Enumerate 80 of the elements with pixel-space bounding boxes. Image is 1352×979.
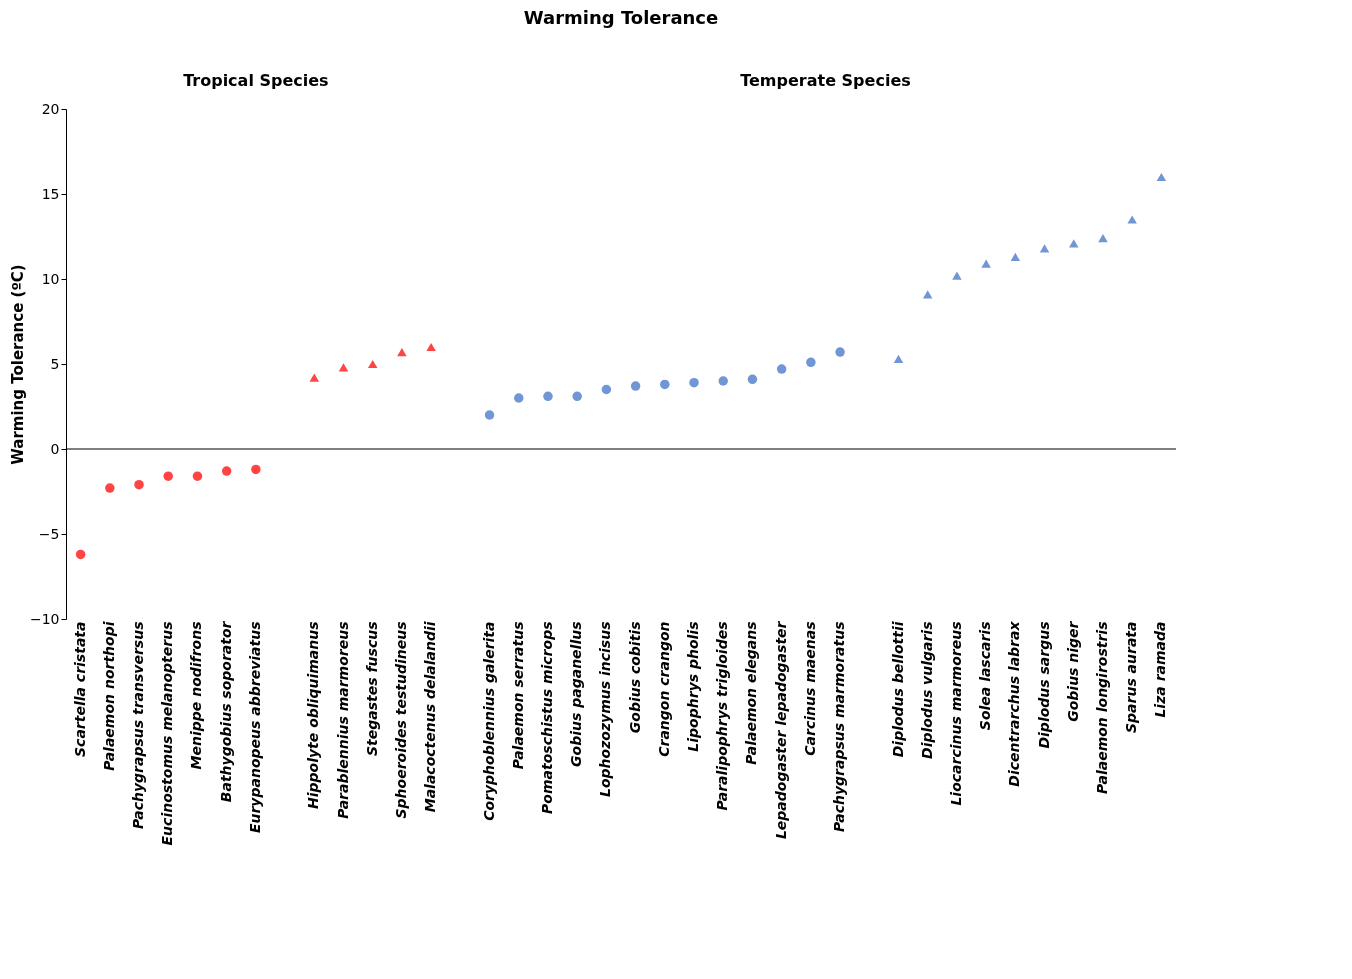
x-tick-label: Pachygrapsus transversus: [130, 621, 147, 830]
point: [543, 391, 553, 402]
point: [426, 342, 436, 352]
x-tick-label: Palaemon longirostris: [1093, 621, 1110, 794]
y-tick-label: −5: [38, 525, 60, 542]
x-tick-label: Dicentrarchus labrax: [1006, 620, 1023, 787]
point: [893, 354, 904, 364]
point: [1156, 172, 1167, 182]
point: [922, 290, 933, 299]
point: [397, 347, 407, 357]
y-axis-title: Warming Tolerance (ºC): [8, 264, 27, 465]
x-tick-label: Eurypanopeus abbreviatus: [246, 621, 263, 834]
x-tick-label: Menippe nodifrons: [188, 621, 205, 770]
x-tick-label: Gobius niger: [1064, 620, 1081, 722]
point: [163, 471, 173, 481]
point: [572, 391, 582, 402]
x-tick-label: Carcinus maenas: [801, 621, 818, 756]
point: [601, 384, 612, 395]
x-tick-label: Paralipophrys trigloides: [714, 621, 731, 811]
x-tick-label: Bathygobius soporator: [217, 620, 234, 803]
x-tick-label: Eucinostomus melanopterus: [159, 621, 176, 846]
x-tick-label: Diplodus sargus: [1035, 621, 1052, 749]
point: [630, 381, 641, 391]
point: [309, 373, 320, 382]
x-tick-label: Liza ramada: [1152, 621, 1169, 718]
point: [105, 483, 115, 493]
point: [221, 466, 232, 476]
point: [718, 376, 728, 386]
x-tick-label: Pomatoschistus microps: [538, 621, 555, 814]
point: [981, 259, 991, 268]
x-tick-label: Palaemon elegans: [743, 621, 760, 765]
x-tick-label: Palaemon serratus: [509, 621, 526, 770]
point: [835, 347, 845, 357]
x-tick-label: Coryphoblennius galerita: [480, 621, 497, 821]
point: [689, 377, 699, 388]
y-tick-label: 20: [41, 100, 60, 117]
y-tick-label: 15: [41, 185, 60, 202]
x-tick-label: Crangon crangon: [655, 621, 672, 757]
x-tick-label: Lepadogaster lepadogaster: [772, 620, 789, 840]
point: [952, 271, 962, 280]
x-tick-label: Gobius paganellus: [568, 621, 585, 767]
point: [806, 357, 816, 368]
x-tick-label: Liocarcinus marmoreus: [947, 621, 964, 806]
y-tick-label: 5: [50, 355, 60, 372]
text: Temperate Species: [740, 71, 911, 90]
point: [251, 464, 261, 475]
x-tick-label: Hippolyte obliquimanus: [305, 621, 322, 809]
x-tick-label: Pachygrapsus marmoratus: [831, 621, 848, 833]
x-tick-label: Malacoctenus delalandii: [422, 621, 439, 813]
x-tick-label: Lophozozymus incisus: [597, 621, 614, 797]
point: [338, 363, 349, 372]
x-tick-label: Gobius cobitis: [626, 621, 643, 734]
y-tick-label: −10: [29, 610, 60, 627]
y-tick-label: 0: [50, 440, 60, 457]
point: [776, 364, 787, 374]
point: [514, 393, 524, 403]
x-tick-label: Sphoeroides testudineus: [392, 621, 409, 819]
point: [1127, 215, 1137, 224]
point: [747, 374, 758, 385]
x-tick-label: Lipophrys pholis: [685, 621, 702, 752]
x-tick-label: Palaemon northopi: [100, 621, 117, 771]
x-tick-label: Diplodus vulgaris: [918, 621, 935, 759]
x-tick-label: Scartella cristata: [71, 621, 88, 757]
point: [660, 379, 670, 390]
chart-title: Warming Tolerance: [523, 7, 719, 28]
x-tick-label: Sparus aurata: [1123, 621, 1140, 734]
point: [192, 471, 203, 481]
x-tick-label: Diplodus bellottii: [889, 621, 906, 758]
point: [484, 410, 495, 420]
point: [134, 479, 144, 490]
x-tick-label: Parablennius marmoreus: [334, 621, 351, 819]
point: [1098, 234, 1108, 243]
point: [367, 359, 378, 369]
point: [1010, 252, 1021, 262]
x-tick-label: Stegastes fuscus: [363, 621, 380, 756]
x-tick-label: Solea lascaris: [977, 621, 994, 731]
point: [75, 549, 86, 560]
point: [1039, 244, 1050, 253]
y-tick-label: 10: [41, 270, 60, 287]
text: Tropical Species: [183, 71, 329, 90]
